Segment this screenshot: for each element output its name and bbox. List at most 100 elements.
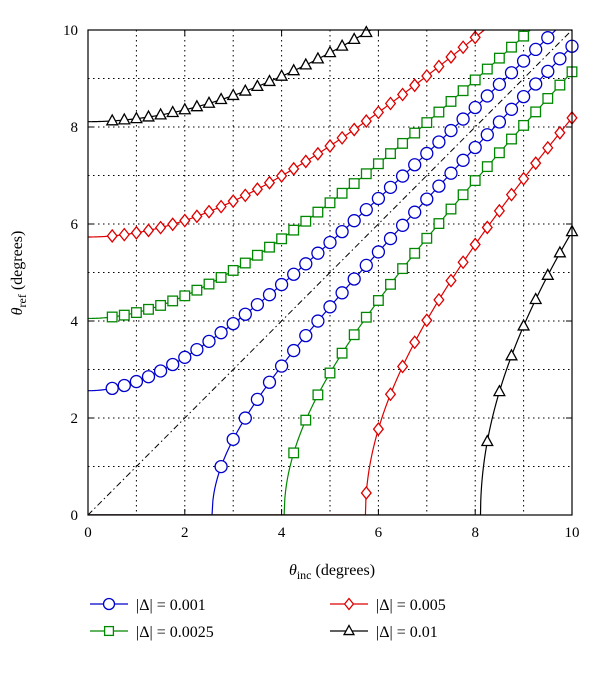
data-point: [323, 45, 337, 58]
data-point: [433, 59, 445, 74]
data-point: [359, 258, 373, 273]
data-point: [143, 303, 154, 315]
data-point: [469, 237, 481, 252]
data-point: [202, 334, 216, 349]
data-point: [554, 125, 566, 140]
data-point: [542, 92, 554, 104]
data-point: [300, 414, 312, 426]
data-point: [167, 295, 179, 307]
data-point: [226, 316, 240, 331]
data-point: [191, 284, 203, 296]
data-point: [553, 245, 567, 258]
data-point: [118, 227, 130, 242]
axis-ticks: 0 2 4 6 8 10 0 2 4 6 8 10: [63, 23, 580, 541]
data-point: [359, 25, 373, 38]
data-point: [492, 77, 507, 92]
data-point: [226, 432, 240, 447]
data-point: [433, 292, 445, 307]
data-point: [166, 357, 180, 372]
data-point: [360, 485, 372, 500]
data-point: [274, 359, 289, 373]
data-point: [299, 57, 313, 70]
data-point: [251, 249, 263, 261]
data-point: [311, 246, 325, 260]
data-point: [372, 158, 384, 170]
data-point: [408, 205, 422, 219]
data-point: [516, 89, 531, 104]
data-point: [516, 54, 531, 68]
series-upper-curve: [88, 30, 372, 123]
data-point: [342, 624, 356, 636]
data-point: [384, 96, 397, 111]
data-point: [530, 156, 542, 171]
data-point: [433, 218, 445, 229]
data-point: [421, 313, 433, 328]
data-point: [324, 138, 336, 154]
data-point: [469, 30, 481, 45]
data-point: [372, 105, 385, 120]
data-point: [312, 146, 324, 161]
data-point: [275, 68, 289, 81]
data-point: [529, 77, 543, 91]
data-point: [421, 232, 433, 244]
data-point: [493, 203, 506, 218]
data-point: [275, 168, 288, 183]
data-point: [203, 278, 215, 290]
data-point: [384, 387, 397, 402]
data-point: [288, 161, 300, 176]
legend-label: |Δ| = 0.01: [376, 624, 438, 641]
data-point: [214, 92, 228, 105]
y-tick-label: 10: [63, 23, 78, 39]
data-point: [311, 51, 325, 64]
data-point: [153, 364, 168, 378]
data-point: [456, 112, 470, 126]
y-tick-label: 4: [71, 314, 79, 330]
data-point: [227, 194, 239, 209]
data-point: [215, 272, 227, 283]
data-point: [372, 295, 384, 306]
data-point: [457, 189, 469, 201]
data-point: [518, 30, 530, 42]
data-point: [191, 209, 203, 224]
x-tick-label: 10: [565, 525, 580, 541]
data-point: [409, 127, 421, 139]
data-point: [383, 180, 398, 194]
series-lower-curve: [479, 231, 572, 515]
data-point: [312, 389, 324, 401]
data-point: [541, 31, 555, 45]
data-point: [348, 122, 360, 137]
data-point: [468, 100, 482, 115]
data-point: [348, 329, 360, 341]
y-axis-label: θref (degrees): [9, 231, 29, 316]
data-point: [457, 40, 469, 55]
data-point: [518, 119, 530, 131]
data-point: [529, 42, 543, 57]
data-point: [300, 154, 312, 169]
legend: |Δ| = 0.001 |Δ| = 0.0025 |Δ| = 0.005 |Δ| = …: [90, 597, 446, 641]
data-point: [154, 107, 168, 120]
data-point: [239, 188, 251, 203]
data-point: [154, 220, 167, 235]
data-point: [445, 49, 457, 64]
data-point: [105, 113, 119, 126]
x-axis-label: θinc (degrees): [289, 562, 375, 582]
data-point: [343, 597, 355, 611]
y-tick-label: 2: [71, 411, 79, 427]
data-point: [385, 148, 396, 160]
data-point: [554, 79, 566, 91]
data-point: [348, 178, 360, 190]
data-point: [311, 314, 325, 328]
data-point: [432, 179, 446, 193]
data-point: [287, 343, 301, 358]
data-point: [529, 292, 543, 305]
data-point: [360, 114, 372, 129]
data-point: [469, 175, 481, 187]
data-point: [300, 215, 312, 227]
data-point: [480, 128, 494, 142]
data-point: [542, 140, 554, 155]
data-point: [179, 290, 191, 302]
data-point: [541, 268, 555, 280]
data-point: [166, 105, 180, 118]
data-point: [250, 79, 264, 92]
